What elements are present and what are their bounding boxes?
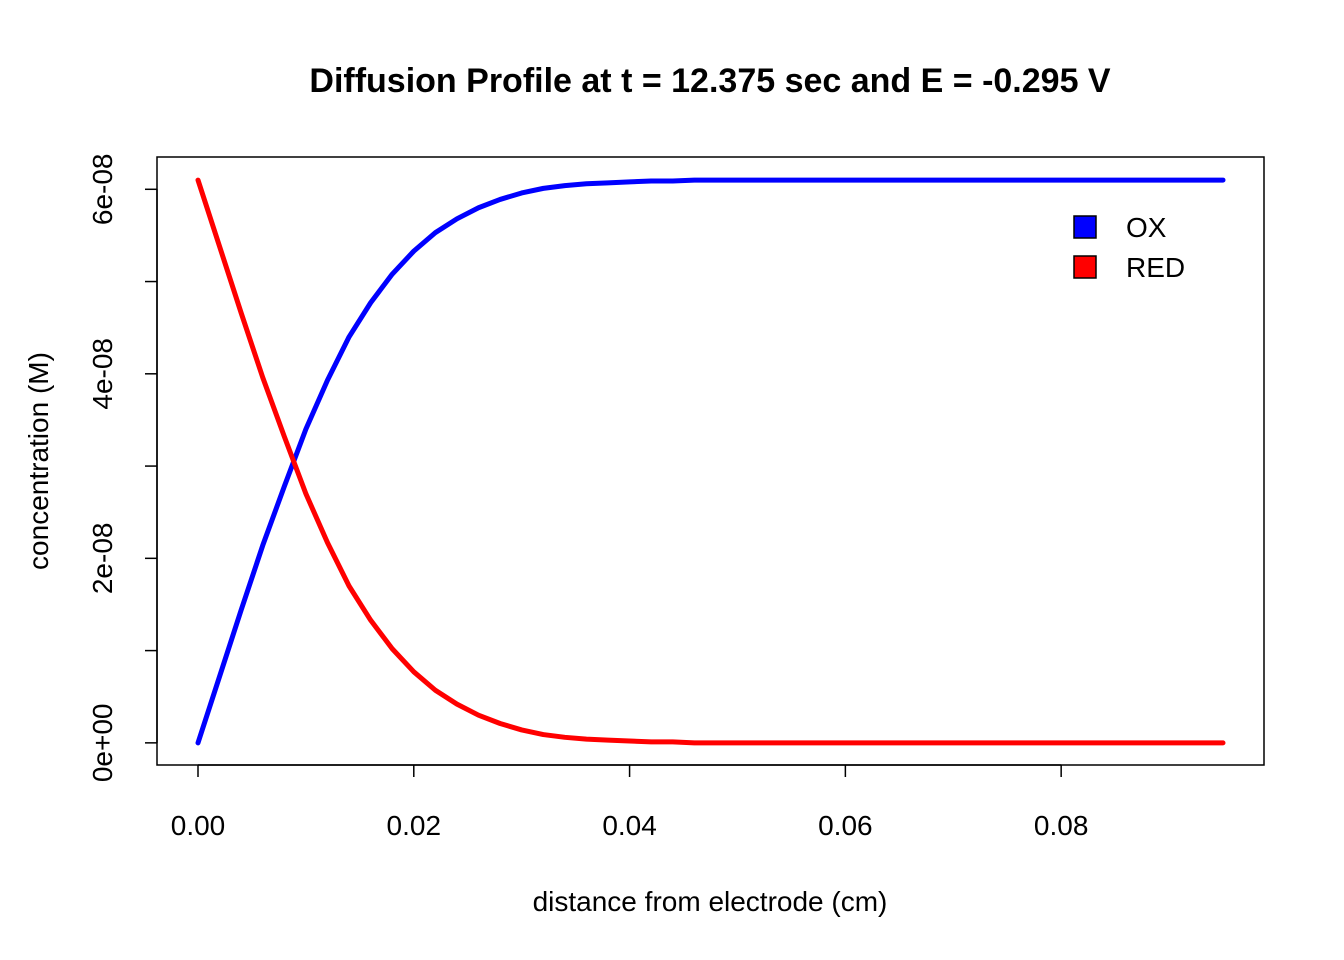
legend-swatch-ox xyxy=(1073,215,1097,239)
y-tick-label: 6e-08 xyxy=(87,153,118,225)
legend: OX RED xyxy=(1073,212,1185,283)
series-line-ox xyxy=(195,177,1226,746)
x-axis: 0.00 0.02 0.04 0.06 0.08 xyxy=(171,764,1089,841)
x-axis-label: distance from electrode (cm) xyxy=(533,886,888,917)
x-tick-label: 0.08 xyxy=(1034,810,1089,841)
y-axis-label: concentration (M) xyxy=(23,352,54,570)
series-layer xyxy=(195,177,1226,746)
x-tick-label: 0.00 xyxy=(171,810,226,841)
series-line-red xyxy=(195,177,1226,746)
legend-label-ox: OX xyxy=(1126,212,1167,243)
x-tick-label: 0.06 xyxy=(818,810,873,841)
legend-label-red: RED xyxy=(1126,252,1185,283)
x-tick-label: 0.02 xyxy=(387,810,442,841)
y-tick-label: 0e+00 xyxy=(87,704,118,783)
y-tick-label: 2e-08 xyxy=(87,523,118,595)
y-tick-label: 4e-08 xyxy=(87,338,118,410)
chart-title: Diffusion Profile at t = 12.375 sec and … xyxy=(309,62,1111,100)
legend-swatch-red xyxy=(1073,255,1097,279)
y-axis: 0e+00 2e-08 4e-08 6e-08 xyxy=(87,153,158,783)
plot-frame xyxy=(156,156,1265,766)
x-tick-label: 0.04 xyxy=(602,810,657,841)
